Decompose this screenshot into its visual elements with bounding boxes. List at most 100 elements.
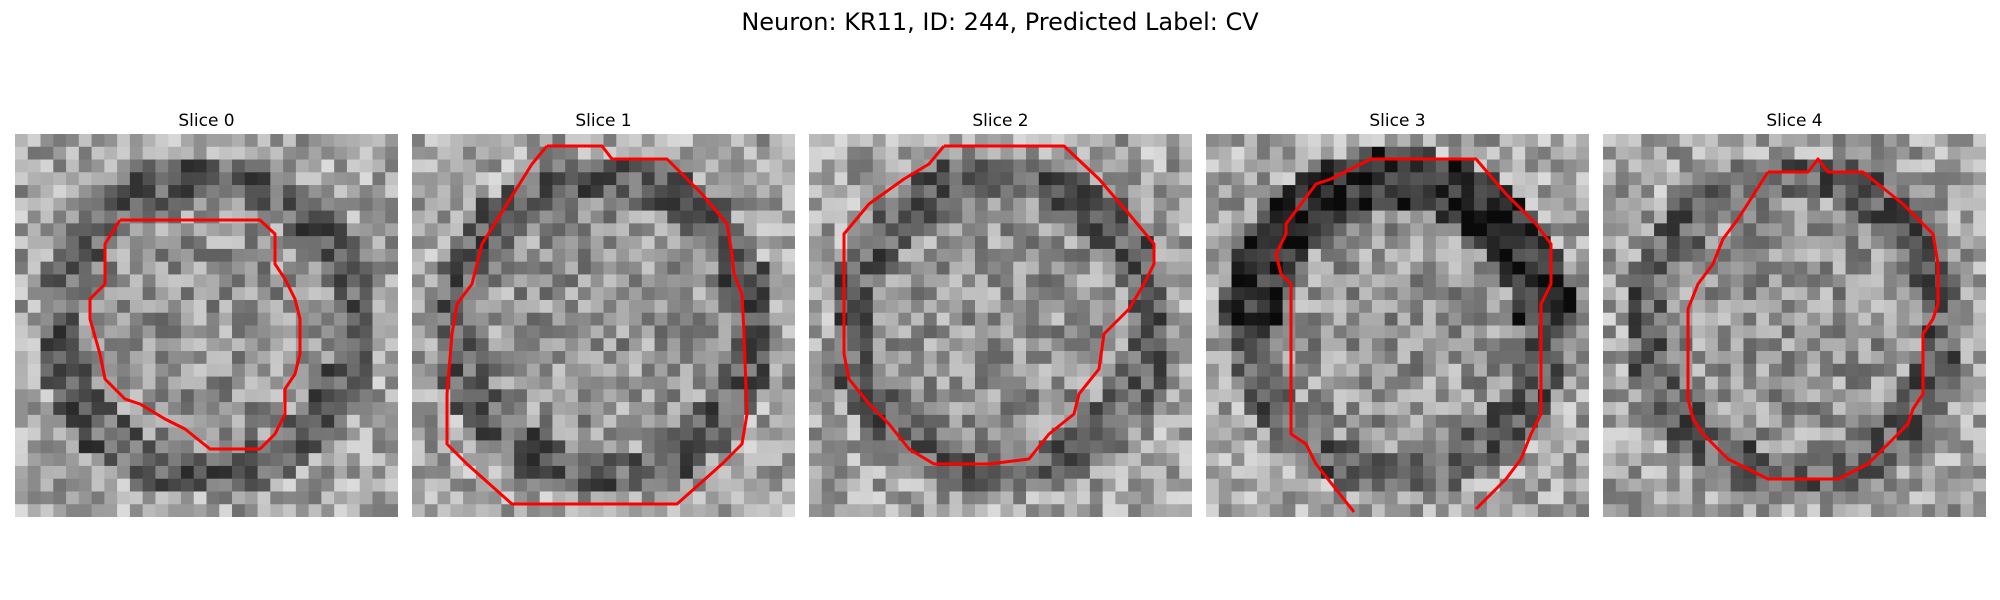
pixel (1512, 185, 1526, 199)
pixel (27, 351, 42, 365)
pixel (885, 312, 899, 327)
pixel (1077, 338, 1091, 352)
pixel (1858, 299, 1872, 314)
pixel (1576, 491, 1589, 505)
pixel (1871, 210, 1885, 224)
pixel (1525, 312, 1539, 327)
pixel (385, 427, 398, 441)
pixel (616, 274, 630, 288)
pixel (641, 299, 656, 314)
pixel (1603, 159, 1617, 173)
pixel (1295, 134, 1309, 148)
pixel (1666, 389, 1681, 403)
pixel (1679, 491, 1693, 505)
pixel (1743, 491, 1757, 505)
pixel (1666, 134, 1681, 148)
pixel (1563, 134, 1577, 148)
pixel (1206, 197, 1220, 212)
pixel (1051, 491, 1065, 505)
pixel (1756, 274, 1770, 288)
pixel (1499, 389, 1513, 403)
pixel (129, 248, 144, 263)
pixel (667, 453, 681, 467)
pixel (155, 427, 169, 441)
pixel (193, 491, 208, 505)
pixel (731, 159, 745, 173)
pixel (923, 274, 938, 288)
pixel (1832, 427, 1847, 441)
pixel (1794, 197, 1808, 212)
pixel (847, 325, 861, 339)
pixel (1320, 299, 1335, 314)
pixel (590, 146, 605, 161)
grayscale-texture (15, 134, 398, 517)
pixel (1883, 465, 1898, 480)
pixel (1934, 134, 1949, 148)
pixel (155, 159, 169, 173)
pixel (142, 491, 157, 505)
pixel (1140, 312, 1155, 327)
pixel (1666, 261, 1681, 276)
pixel (782, 261, 795, 276)
pixel (667, 504, 681, 517)
pixel (1282, 134, 1296, 148)
pixel (66, 312, 80, 327)
pixel (168, 389, 182, 403)
pixel (1384, 159, 1399, 173)
pixel (1435, 223, 1450, 237)
pixel (1794, 427, 1808, 441)
pixel (1628, 172, 1642, 186)
pixel (104, 287, 118, 301)
pixel (1128, 261, 1142, 276)
pixel (1820, 299, 1834, 314)
pixel (1359, 299, 1373, 314)
pixel (974, 146, 989, 161)
pixel (680, 376, 694, 390)
pixel (603, 261, 617, 276)
pixel (321, 414, 335, 429)
pixel (911, 299, 925, 314)
pixel (860, 402, 874, 416)
pixel (40, 427, 54, 441)
pixel (1794, 248, 1808, 263)
pixel (66, 146, 80, 161)
pixel (692, 210, 707, 224)
pixel (359, 478, 374, 493)
pixel (1077, 146, 1091, 161)
pixel (1308, 414, 1322, 429)
pixel (334, 248, 348, 263)
pixel (1615, 376, 1630, 390)
pixel (475, 299, 490, 314)
pixel (1820, 134, 1834, 148)
pixel (1807, 299, 1821, 314)
pixel (936, 338, 951, 352)
pixel (1756, 210, 1770, 224)
pixel (385, 210, 398, 224)
pixel (743, 299, 758, 314)
pixel (629, 236, 643, 250)
pixel (424, 338, 439, 352)
pixel (987, 299, 1002, 314)
pixel (308, 236, 322, 250)
pixel (385, 159, 398, 173)
pixel (1410, 440, 1424, 454)
pixel (1410, 363, 1424, 378)
pixel (1768, 440, 1783, 454)
pixel (1346, 210, 1360, 224)
pixel (1537, 491, 1552, 505)
pixel (552, 351, 566, 365)
pixel (743, 210, 758, 224)
pixel (40, 376, 54, 390)
pixel (680, 491, 694, 505)
pixel (244, 185, 259, 199)
pixel (654, 363, 668, 378)
pixel (1730, 172, 1745, 186)
pixel (936, 440, 951, 454)
pixel (372, 440, 386, 454)
pixel (1231, 274, 1245, 288)
pixel (40, 402, 54, 416)
pixel (1448, 299, 1462, 314)
pixel (1013, 274, 1027, 288)
pixel (590, 453, 605, 467)
pixel (1743, 274, 1757, 288)
